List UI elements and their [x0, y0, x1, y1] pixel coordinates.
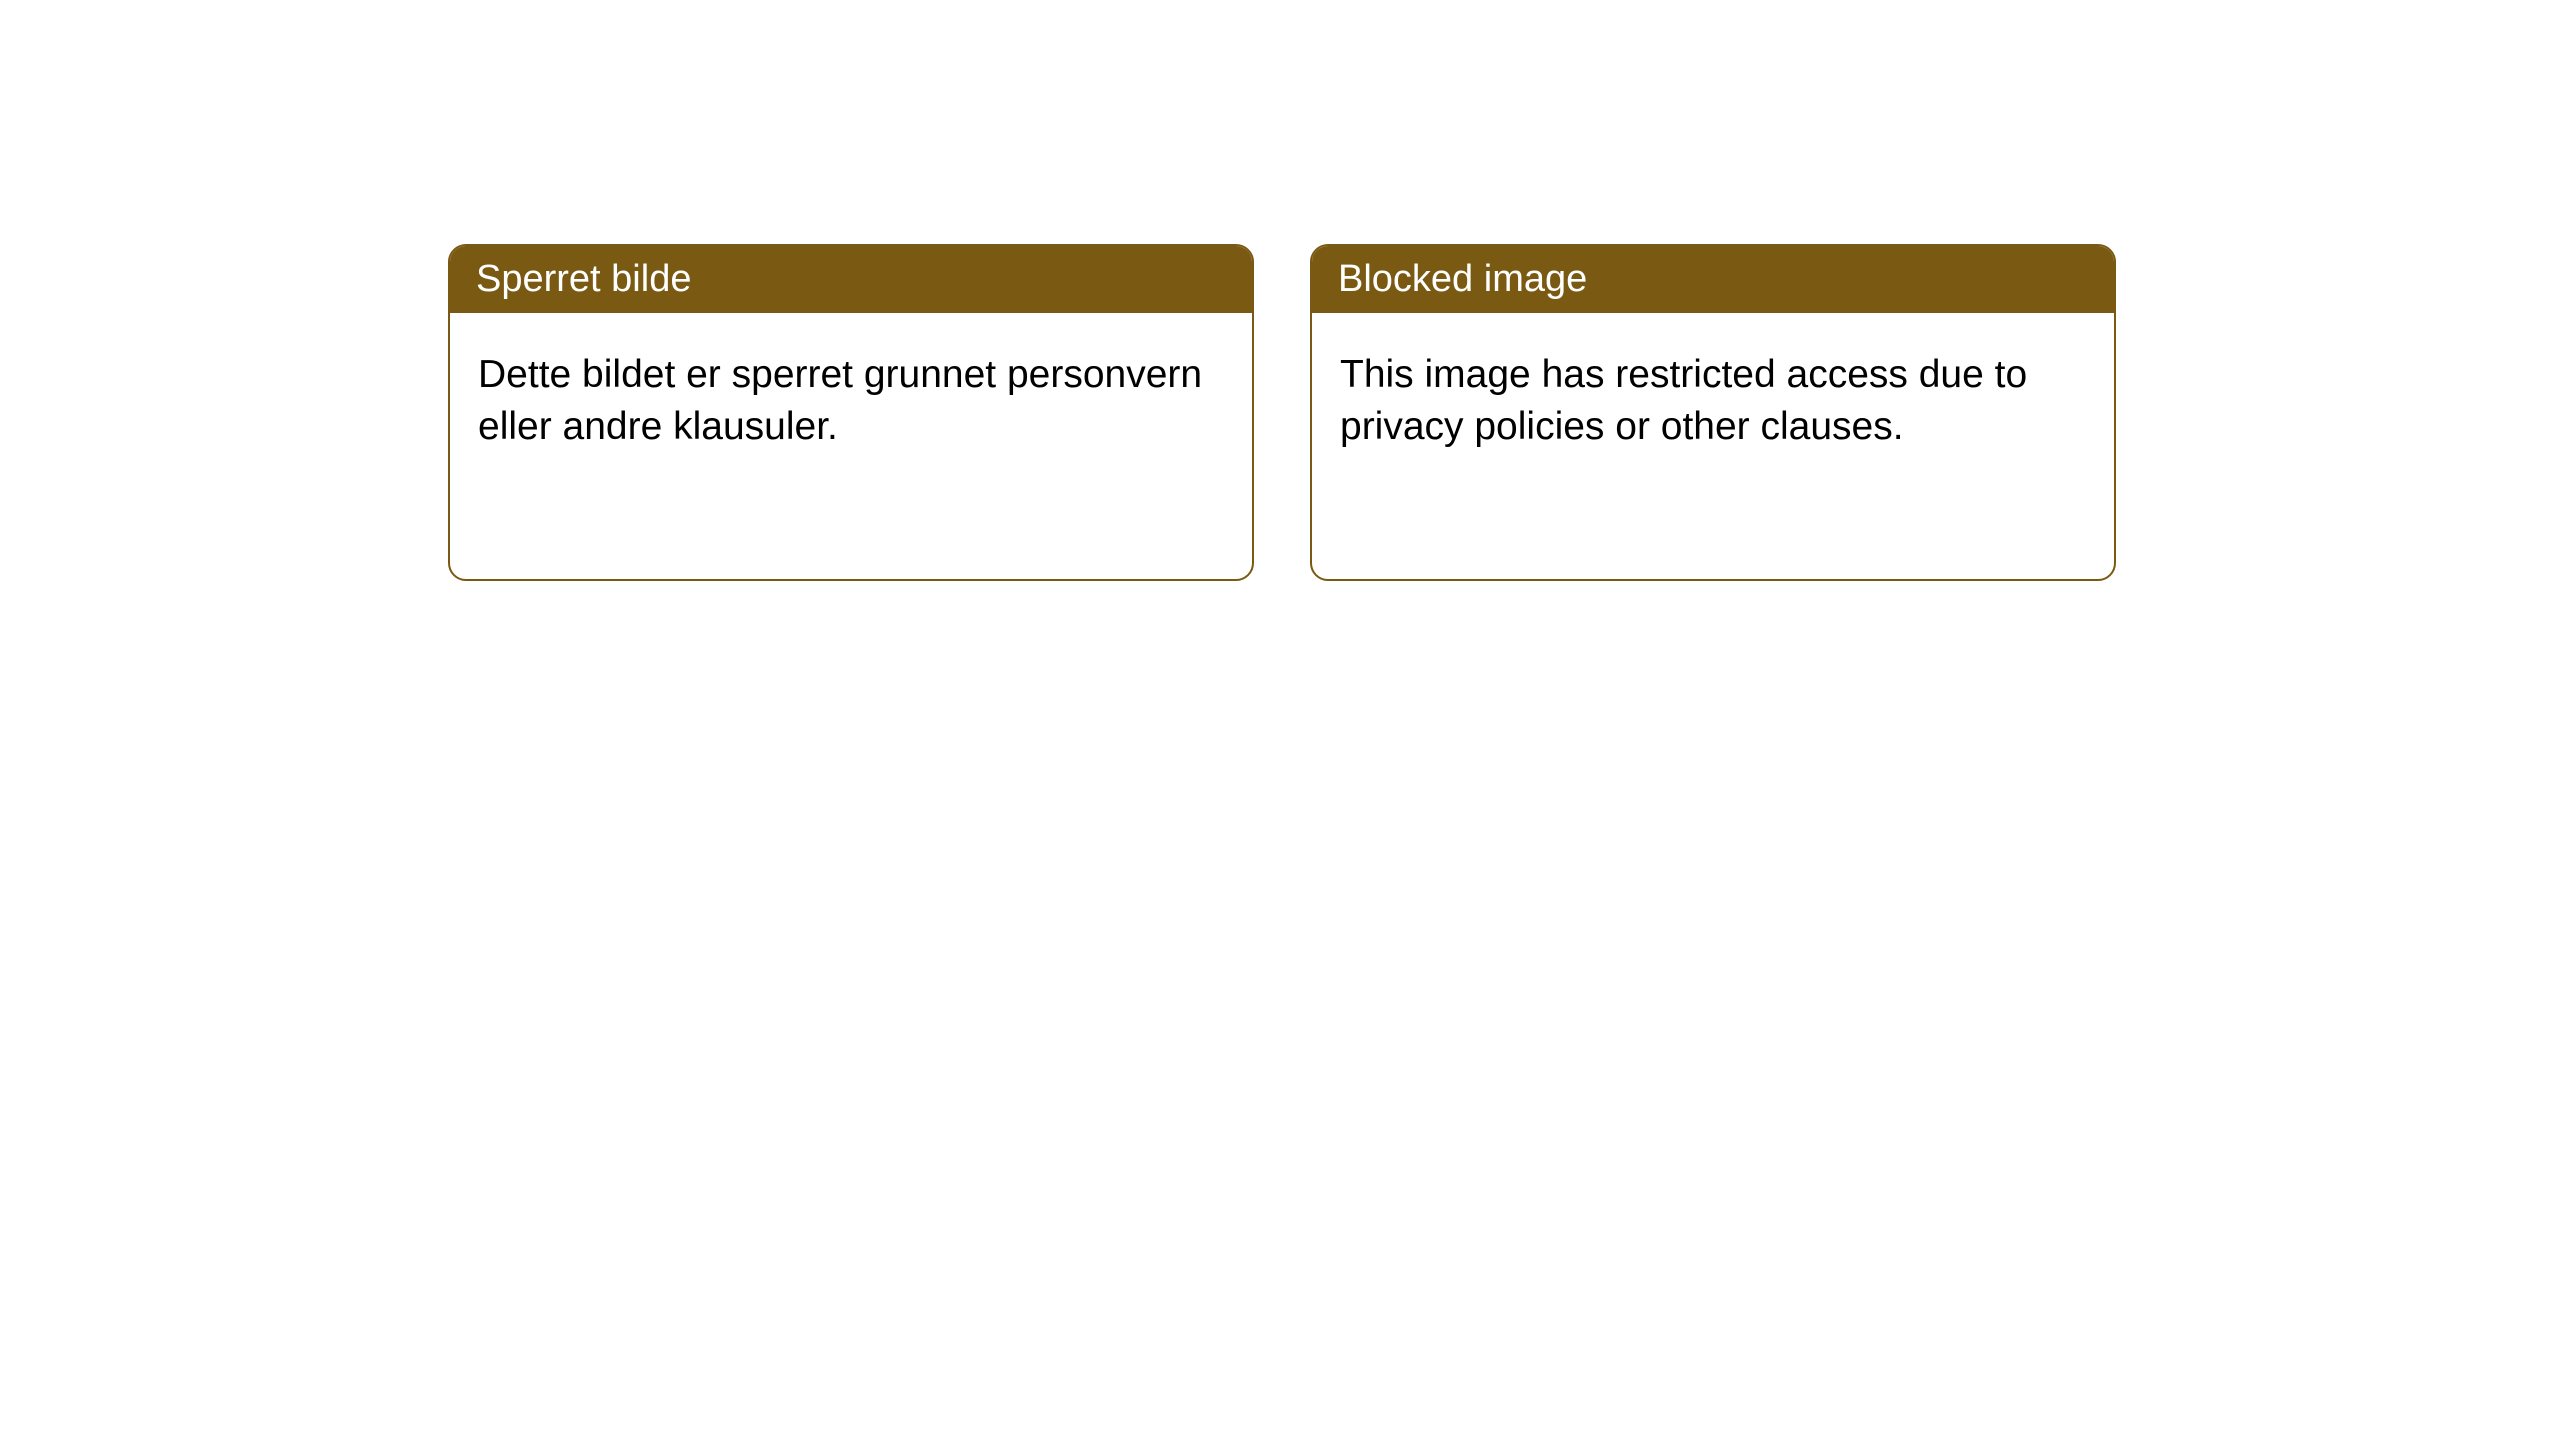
panel-title: Sperret bilde: [476, 258, 691, 300]
panel-header: Sperret bilde: [450, 246, 1252, 313]
panel-body: This image has restricted access due to …: [1312, 313, 2114, 489]
panel-title: Blocked image: [1338, 258, 1587, 300]
blocked-image-panel-no: Sperret bilde Dette bildet er sperret gr…: [448, 244, 1254, 581]
panel-header: Blocked image: [1312, 246, 2114, 313]
blocked-image-panel-en: Blocked image This image has restricted …: [1310, 244, 2116, 581]
panel-body-text: Dette bildet er sperret grunnet personve…: [478, 353, 1202, 448]
panels-container: Sperret bilde Dette bildet er sperret gr…: [0, 0, 2560, 581]
panel-body-text: This image has restricted access due to …: [1340, 353, 2027, 448]
panel-body: Dette bildet er sperret grunnet personve…: [450, 313, 1252, 489]
